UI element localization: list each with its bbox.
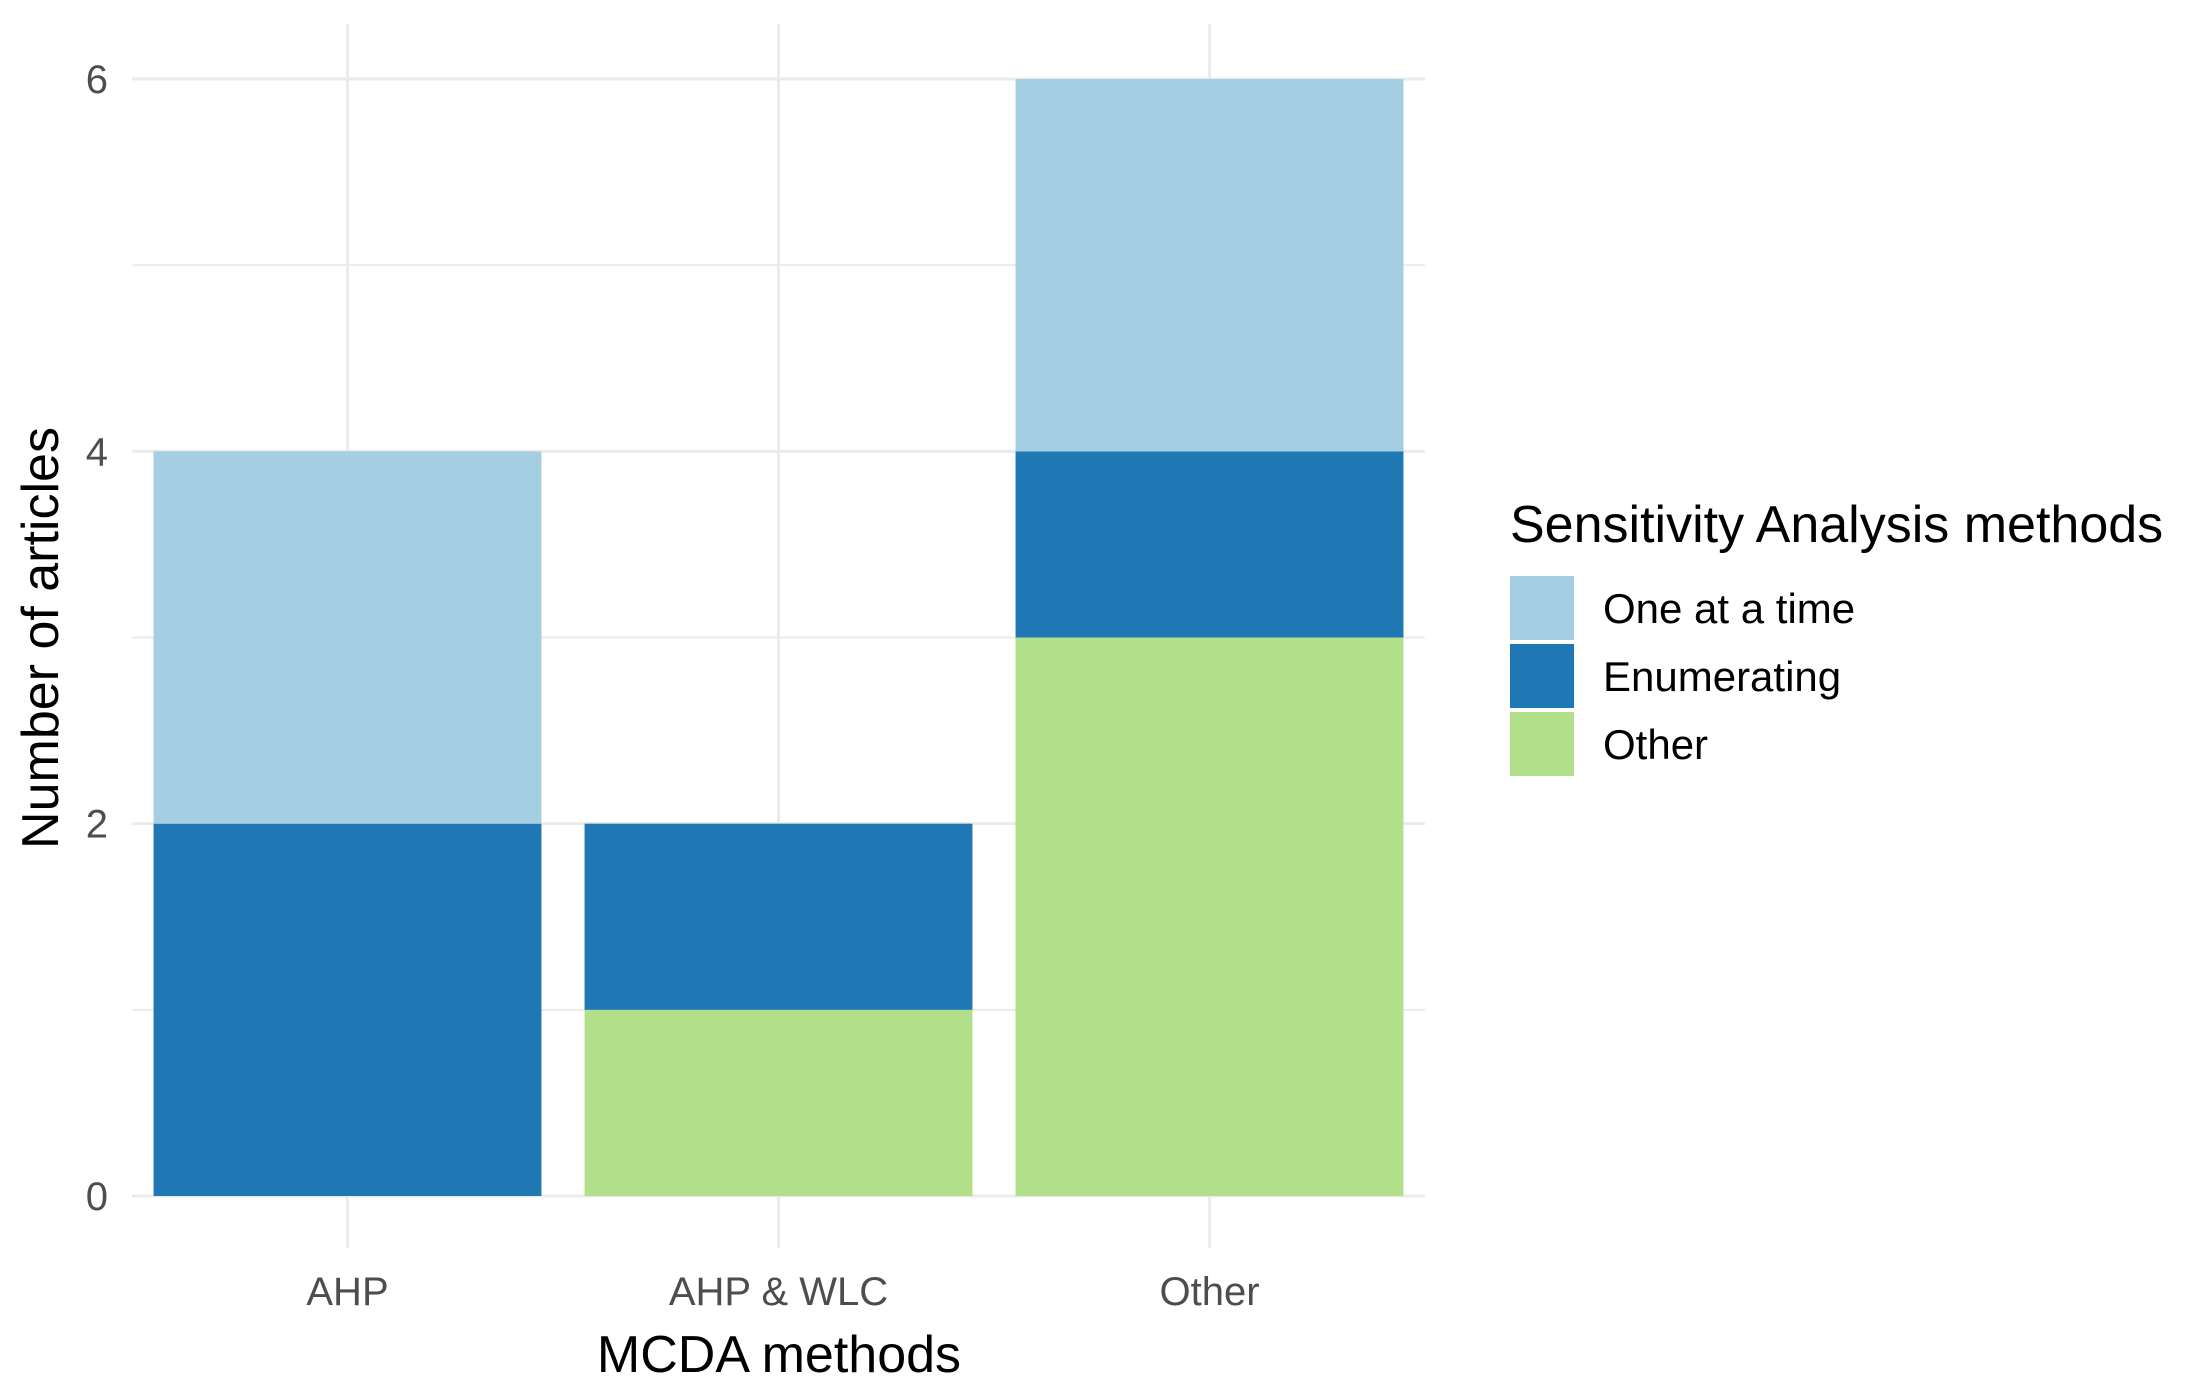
y-tick-label: 2 [86,803,108,847]
bar-other-ahp-wlc [584,1009,973,1196]
x-tick-label: AHP & WLC [669,1270,888,1314]
legend-items: One at a time Enumerating Other [1510,576,1855,776]
bar-one-at-a-time-ahp [153,451,542,824]
x-tick-label: Other [1159,1270,1259,1314]
bars [153,79,1404,1196]
x-tick-label: AHP [306,1270,388,1314]
bar-enumerating-ahp [153,823,542,1196]
y-tick-label: 0 [86,1175,108,1219]
bar-enumerating-other [1015,451,1404,638]
legend-key-enumerating [1510,644,1574,708]
x-axis-title: MCDA methods [597,1326,961,1384]
legend-key-one-at-a-time [1510,576,1574,640]
y-axis-title: Number of articles [12,427,70,849]
bar-one-at-a-time-other [1015,79,1404,452]
y-tick-label: 4 [86,430,108,474]
legend: Sensitivity Analysis methods One at a ti… [1510,496,2163,776]
bar-other-other [1015,637,1404,1196]
legend-title: Sensitivity Analysis methods [1510,496,2163,554]
y-axis-ticks: 0 2 4 6 [86,58,108,1219]
legend-label: One at a time [1603,585,1855,632]
legend-key-other [1510,712,1574,776]
legend-label: Other [1603,721,1708,768]
y-tick-label: 6 [86,58,108,102]
x-axis-ticks: AHP AHP & WLC Other [306,1270,1259,1314]
bar-enumerating-ahp-wlc [584,823,973,1010]
legend-label: Enumerating [1603,653,1841,700]
